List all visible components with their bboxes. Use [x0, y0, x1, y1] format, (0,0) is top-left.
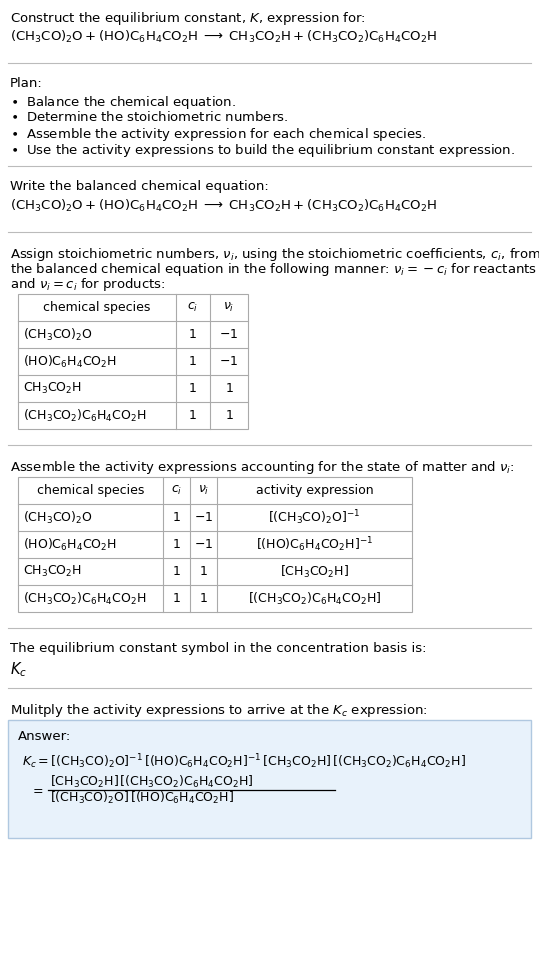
Text: $(\mathrm{CH_3CO})_2\mathrm{O} + (\mathrm{HO})\mathrm{C_6H_4CO_2H} \;\longrighta: $(\mathrm{CH_3CO})_2\mathrm{O} + (\mathr… [10, 29, 437, 45]
Text: 1: 1 [189, 382, 197, 395]
Text: $K_c = [(\mathrm{CH_3CO})_2\mathrm{O}]^{-1}\,[(\mathrm{HO})\mathrm{C_6H_4CO_2H}]: $K_c = [(\mathrm{CH_3CO})_2\mathrm{O}]^{… [22, 752, 466, 771]
Text: $-1$: $-1$ [219, 328, 239, 341]
Text: $\mathrm{CH_3CO_2H}$: $\mathrm{CH_3CO_2H}$ [23, 381, 82, 396]
Text: $1$: $1$ [225, 409, 233, 422]
Text: Assign stoichiometric numbers, $\nu_i$, using the stoichiometric coefficients, $: Assign stoichiometric numbers, $\nu_i$, … [10, 246, 539, 263]
Text: Write the balanced chemical equation:: Write the balanced chemical equation: [10, 180, 269, 193]
Text: chemical species: chemical species [37, 484, 144, 497]
Text: $=$: $=$ [30, 783, 44, 797]
Text: the balanced chemical equation in the following manner: $\nu_i = -c_i$ for react: the balanced chemical equation in the fo… [10, 261, 537, 278]
Bar [18, 477, 412, 612]
Text: $-1$: $-1$ [219, 355, 239, 368]
Text: $\mathrm{CH_3CO_2H}$: $\mathrm{CH_3CO_2H}$ [23, 564, 82, 579]
Text: 1: 1 [189, 355, 197, 368]
Text: $[\mathrm{CH_3CO_2H}]\,[(\mathrm{CH_3CO_2})\mathrm{C_6H_4CO_2H}]$: $[\mathrm{CH_3CO_2H}]\,[(\mathrm{CH_3CO_… [50, 774, 253, 790]
Text: $(\mathrm{CH_3CO})_2\mathrm{O}$: $(\mathrm{CH_3CO})_2\mathrm{O}$ [23, 327, 93, 342]
Text: $[(\mathrm{CH_3CO})_2\mathrm{O}]\,[(\mathrm{HO})\mathrm{C_6H_4CO_2H}]$: $[(\mathrm{CH_3CO})_2\mathrm{O}]\,[(\mat… [50, 790, 234, 806]
Text: The equilibrium constant symbol in the concentration basis is:: The equilibrium constant symbol in the c… [10, 642, 426, 655]
Text: $\bullet\;$ Balance the chemical equation.: $\bullet\;$ Balance the chemical equatio… [10, 94, 236, 111]
Text: Mulitply the activity expressions to arrive at the $K_c$ expression:: Mulitply the activity expressions to arr… [10, 702, 428, 719]
Text: $[\mathrm{CH_3CO_2H}]$: $[\mathrm{CH_3CO_2H}]$ [280, 563, 349, 580]
Text: Construct the equilibrium constant, $K$, expression for:: Construct the equilibrium constant, $K$,… [10, 10, 366, 27]
Text: Plan:: Plan: [10, 77, 43, 90]
Text: 1: 1 [172, 565, 181, 578]
Text: $\nu_i$: $\nu_i$ [198, 484, 209, 497]
Text: $\bullet\;$ Assemble the activity expression for each chemical species.: $\bullet\;$ Assemble the activity expres… [10, 126, 426, 143]
Text: Answer:: Answer: [18, 730, 71, 743]
Text: $-1$: $-1$ [194, 511, 213, 524]
Text: $(\mathrm{CH_3CO_2})\mathrm{C_6H_4CO_2H}$: $(\mathrm{CH_3CO_2})\mathrm{C_6H_4CO_2H}… [23, 408, 147, 423]
Text: 1: 1 [172, 592, 181, 605]
Text: $1$: $1$ [199, 592, 208, 605]
Text: 1: 1 [189, 328, 197, 341]
Text: activity expression: activity expression [255, 484, 374, 497]
Text: $(\mathrm{HO})\mathrm{C_6H_4CO_2H}$: $(\mathrm{HO})\mathrm{C_6H_4CO_2H}$ [23, 536, 117, 553]
Text: $\bullet\;$ Use the activity expressions to build the equilibrium constant expre: $\bullet\;$ Use the activity expressions… [10, 142, 515, 159]
Bar [18, 294, 248, 429]
Bar [8, 720, 531, 838]
Text: 1: 1 [172, 538, 181, 551]
Text: $(\mathrm{CH_3CO_2})\mathrm{C_6H_4CO_2H}$: $(\mathrm{CH_3CO_2})\mathrm{C_6H_4CO_2H}… [23, 591, 147, 606]
Text: 1: 1 [189, 409, 197, 422]
Text: 1: 1 [172, 511, 181, 524]
Text: $[(\mathrm{CH_3CO})_2\mathrm{O}]^{-1}$: $[(\mathrm{CH_3CO})_2\mathrm{O}]^{-1}$ [268, 508, 361, 526]
Text: $[(\mathrm{CH_3CO_2})\mathrm{C_6H_4CO_2H}]$: $[(\mathrm{CH_3CO_2})\mathrm{C_6H_4CO_2H… [248, 591, 381, 606]
Text: $1$: $1$ [225, 382, 233, 395]
Text: $(\mathrm{CH_3CO})_2\mathrm{O} + (\mathrm{HO})\mathrm{C_6H_4CO_2H} \;\longrighta: $(\mathrm{CH_3CO})_2\mathrm{O} + (\mathr… [10, 198, 437, 214]
Text: $(\mathrm{CH_3CO})_2\mathrm{O}$: $(\mathrm{CH_3CO})_2\mathrm{O}$ [23, 510, 93, 525]
Text: $-1$: $-1$ [194, 538, 213, 551]
Text: $1$: $1$ [199, 565, 208, 578]
Text: $[(\mathrm{HO})\mathrm{C_6H_4CO_2H}]^{-1}$: $[(\mathrm{HO})\mathrm{C_6H_4CO_2H}]^{-1… [256, 535, 373, 554]
Text: $(\mathrm{HO})\mathrm{C_6H_4CO_2H}$: $(\mathrm{HO})\mathrm{C_6H_4CO_2H}$ [23, 353, 117, 370]
Text: and $\nu_i = c_i$ for products:: and $\nu_i = c_i$ for products: [10, 276, 165, 293]
Text: chemical species: chemical species [43, 301, 151, 314]
Text: $c_i$: $c_i$ [188, 301, 199, 314]
Text: $c_i$: $c_i$ [171, 484, 182, 497]
Text: $\bullet\;$ Determine the stoichiometric numbers.: $\bullet\;$ Determine the stoichiometric… [10, 110, 288, 124]
Text: Assemble the activity expressions accounting for the state of matter and $\nu_i$: Assemble the activity expressions accoun… [10, 459, 515, 476]
Text: $K_c$: $K_c$ [10, 660, 27, 679]
Text: $\nu_i$: $\nu_i$ [223, 301, 234, 314]
